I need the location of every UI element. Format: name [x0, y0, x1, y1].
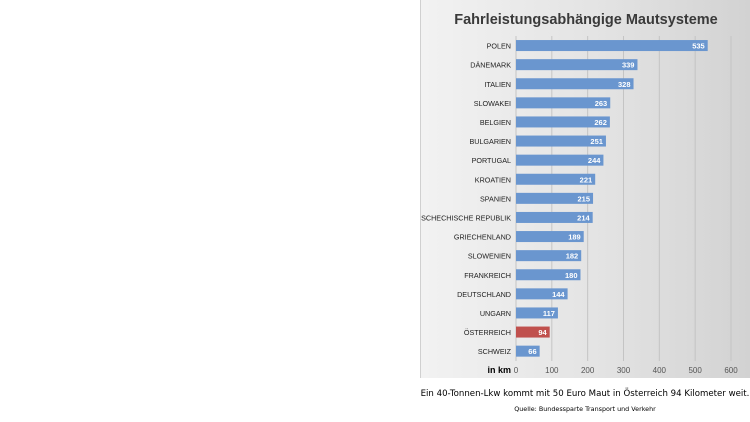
category-label: UNGARN [480, 309, 511, 318]
x-tick-label: 300 [617, 366, 631, 375]
x-tick-label: 500 [688, 366, 702, 375]
x-tick-label: 400 [653, 366, 667, 375]
data-label: 189 [568, 233, 581, 242]
bar [516, 288, 568, 300]
bar [516, 116, 610, 128]
category-label: TSCHECHISCHE REPUBLIK [421, 213, 511, 222]
category-label: GRIECHENLAND [454, 233, 511, 242]
data-label: 144 [552, 290, 565, 299]
bar [516, 307, 558, 319]
bar [516, 40, 708, 52]
bar [516, 192, 594, 204]
category-label: SLOWENIEN [468, 252, 511, 261]
category-label: ÖSTERREICH [464, 328, 511, 337]
category-label: DEUTSCHLAND [457, 290, 511, 299]
category-label: BULGARIEN [469, 137, 511, 146]
data-label: 221 [580, 175, 593, 184]
source-note: Quelle: Bundessparte Transport und Verke… [514, 405, 656, 413]
bar [516, 173, 596, 185]
category-label: KROATIEN [475, 175, 511, 184]
category-label: BELGIEN [480, 118, 511, 127]
data-label: 251 [590, 137, 603, 146]
category-label: POLEN [487, 42, 511, 51]
data-label: 180 [565, 271, 578, 280]
bar [516, 78, 634, 90]
data-label: 263 [595, 99, 608, 108]
data-label: 66 [528, 347, 536, 356]
data-label: 535 [692, 42, 705, 51]
chart-title: Fahrleistungsabhängige Mautsysteme [454, 12, 717, 28]
x-tick-label: 600 [724, 366, 738, 375]
category-label: SLOWAKEI [474, 99, 511, 108]
data-label: 339 [622, 61, 635, 70]
data-label: 214 [577, 213, 590, 222]
data-label: 182 [566, 252, 579, 261]
category-label: SCHWEIZ [478, 347, 512, 356]
x-tick-label: 0 [514, 366, 519, 375]
x-tick-labels: 0 100 200 300 400 500 600 [514, 366, 738, 375]
bar [516, 97, 611, 109]
bar [516, 345, 540, 357]
category-labels: POLEN DÄNEMARK ITALIEN SLOWAKEI BELGIEN BULGA… [421, 42, 512, 357]
bar [516, 211, 593, 223]
bar [516, 269, 581, 281]
category-label: SPANIEN [480, 194, 511, 203]
bar [516, 326, 550, 338]
bar-chart: Fahrleistungsabhängige Mautsysteme 535 33… [421, 12, 738, 375]
bar [516, 59, 638, 71]
chart-panel: Fahrleistungsabhängige Mautsysteme 535 33… [420, 0, 750, 378]
data-label: 262 [594, 118, 607, 127]
data-label: 215 [578, 194, 591, 203]
category-label: ITALIEN [484, 80, 511, 89]
bar [516, 250, 582, 262]
category-label: PORTUGAL [472, 156, 511, 165]
x-tick-label: 200 [581, 366, 595, 375]
x-axis-label: in km [487, 365, 511, 375]
category-label: DÄNEMARK [470, 61, 511, 70]
bar [516, 231, 584, 243]
data-label: 94 [538, 328, 547, 337]
x-tick-label: 100 [545, 366, 559, 375]
category-label: FRANKREICH [464, 271, 511, 280]
bar [516, 135, 606, 147]
data-label: 328 [618, 80, 631, 89]
data-label: 117 [543, 309, 555, 318]
bar [516, 154, 604, 166]
data-label: 244 [588, 156, 601, 165]
chart-caption: Ein 40-Tonnen-Lkw kommt mit 50 Euro Maut… [420, 389, 750, 399]
bars: 535 339 328 263 262 251 244 221 215 214 189 182 180 1… [516, 40, 708, 357]
